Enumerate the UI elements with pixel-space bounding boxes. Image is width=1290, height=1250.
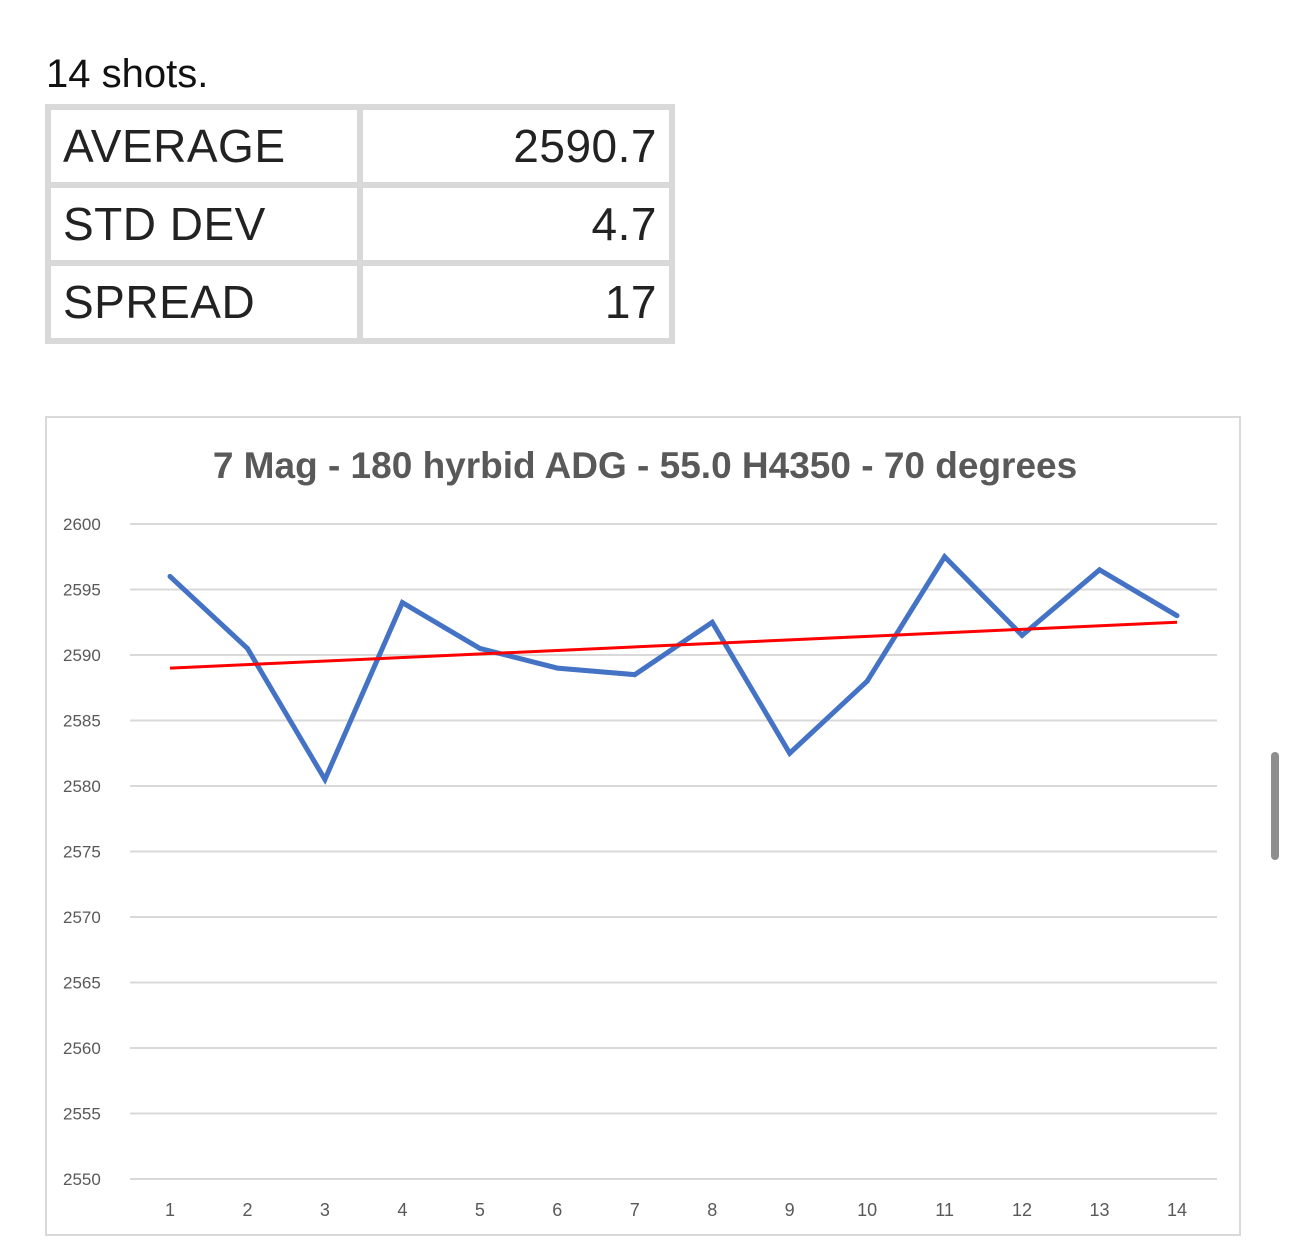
intro-text: 14 shots.	[46, 52, 209, 96]
trend-line	[169, 620, 1178, 670]
chart-container: 7 Mag - 180 hyrbid ADG - 55.0 H4350 - 70…	[45, 416, 1241, 1236]
scrollbar-thumb[interactable]	[1271, 752, 1279, 860]
stats-row-average: AVERAGE 2590.7	[48, 107, 672, 185]
data-point	[709, 619, 715, 625]
stats-label: SPREAD	[48, 263, 360, 341]
x-tick-label: 12	[1012, 1200, 1032, 1220]
stats-value: 4.7	[360, 185, 672, 263]
y-tick-label: 2595	[63, 581, 101, 600]
stats-label: STD DEV	[48, 185, 360, 263]
data-point	[554, 665, 560, 671]
series-line	[168, 552, 1179, 785]
line-chart: 7 Mag - 180 hyrbid ADG - 55.0 H4350 - 70…	[63, 445, 1217, 1220]
data-point	[399, 600, 405, 606]
x-tick-label: 8	[707, 1200, 717, 1220]
data-point	[1019, 632, 1025, 638]
y-tick-label: 2580	[63, 777, 101, 796]
y-tick-label: 2560	[63, 1039, 101, 1058]
x-tick-label: 3	[320, 1200, 330, 1220]
data-point	[322, 776, 328, 782]
x-tick-label: 5	[475, 1200, 485, 1220]
data-point	[1174, 613, 1180, 619]
data-point	[244, 645, 250, 651]
data-point	[787, 750, 793, 756]
y-tick-label: 2600	[63, 515, 101, 534]
y-tick-label: 2590	[63, 646, 101, 665]
stats-row-spread: SPREAD 17	[48, 263, 672, 341]
stats-value: 17	[360, 263, 672, 341]
stats-value: 2590.7	[360, 107, 672, 185]
x-tick-label: 4	[397, 1200, 407, 1220]
x-tick-label: 13	[1090, 1200, 1110, 1220]
stats-label: AVERAGE	[48, 107, 360, 185]
x-tick-label: 10	[857, 1200, 877, 1220]
stats-table: AVERAGE 2590.7 STD DEV 4.7 SPREAD 17	[45, 104, 675, 344]
x-tick-label: 9	[785, 1200, 795, 1220]
y-tick-label: 2585	[63, 712, 101, 731]
x-tick-label: 1	[165, 1200, 175, 1220]
x-tick-label: 6	[552, 1200, 562, 1220]
data-point	[864, 678, 870, 684]
chart-title: 7 Mag - 180 hyrbid ADG - 55.0 H4350 - 70…	[213, 445, 1077, 486]
y-tick-label: 2570	[63, 908, 101, 927]
data-point	[632, 672, 638, 678]
x-tick-label: 7	[630, 1200, 640, 1220]
stats-row-std-dev: STD DEV 4.7	[48, 185, 672, 263]
x-tick-label: 2	[242, 1200, 252, 1220]
y-tick-label: 2565	[63, 974, 101, 993]
data-point	[942, 554, 948, 560]
data-point	[1097, 567, 1103, 573]
data-point	[477, 645, 483, 651]
x-tick-label: 14	[1167, 1200, 1187, 1220]
data-point	[167, 573, 173, 579]
y-tick-label: 2550	[63, 1170, 101, 1189]
x-tick-label: 11	[935, 1200, 954, 1220]
y-tick-label: 2575	[63, 843, 101, 862]
y-tick-label: 2555	[63, 1105, 101, 1124]
